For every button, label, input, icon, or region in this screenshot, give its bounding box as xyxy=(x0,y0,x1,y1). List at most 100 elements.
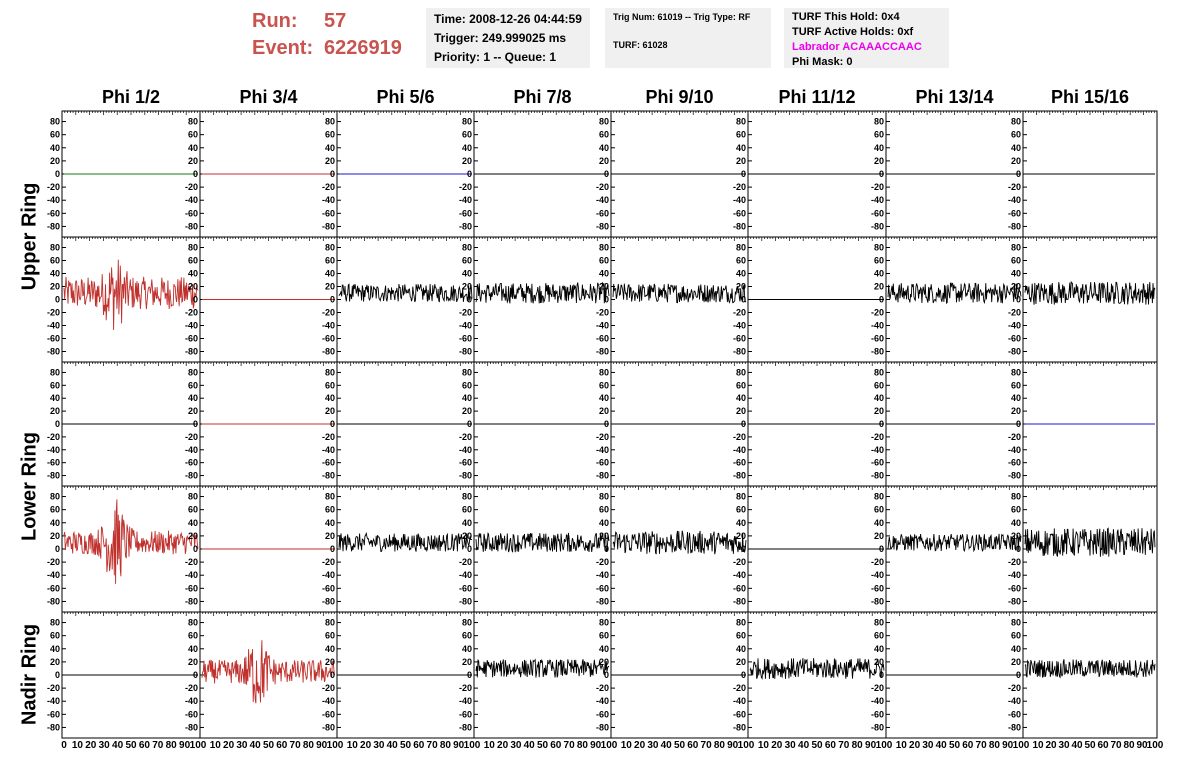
y-tick-label: -60 xyxy=(47,334,60,344)
y-tick-label: 0 xyxy=(193,295,198,305)
x-tick-label: 70 xyxy=(564,740,576,751)
y-tick-label: -80 xyxy=(322,347,335,357)
y-tick-label: 0 xyxy=(467,419,472,429)
waveform-r5-c8 xyxy=(1024,659,1156,679)
y-tick-label: 40 xyxy=(874,393,884,403)
y-tick-label: -80 xyxy=(733,722,746,732)
y-tick-label: -40 xyxy=(733,570,746,580)
y-tick-label: 60 xyxy=(599,380,609,390)
y-tick-label: -40 xyxy=(733,321,746,331)
y-tick-label: 20 xyxy=(462,156,472,166)
y-tick-label: 20 xyxy=(1011,406,1021,416)
x-tick-label: 30 xyxy=(99,740,111,751)
x-tick-label: 70 xyxy=(290,740,302,751)
y-tick-label: 40 xyxy=(325,393,335,403)
column-header-8: Phi 15/16 xyxy=(1050,87,1130,107)
y-tick-label: 0 xyxy=(741,544,746,554)
y-tick-label: 20 xyxy=(188,657,198,667)
y-tick-label: -40 xyxy=(733,696,746,706)
y-tick-label: -60 xyxy=(733,458,746,468)
x-tick-label: 80 xyxy=(989,740,1001,751)
y-tick-label: -80 xyxy=(871,596,884,606)
x-tick-label: 90 xyxy=(865,740,877,751)
y-tick-label: 60 xyxy=(188,130,198,140)
y-tick-label: 80 xyxy=(325,618,335,628)
y-tick-label: 60 xyxy=(462,505,472,515)
x-tick-label: 10 xyxy=(758,740,770,751)
y-tick-label: -20 xyxy=(733,683,746,693)
y-tick-label: -60 xyxy=(596,458,609,468)
y-tick-label: -20 xyxy=(596,308,609,318)
panel-frame-r2-c3 xyxy=(336,236,475,363)
y-tick-label: -40 xyxy=(871,445,884,455)
y-tick-label: 40 xyxy=(1011,644,1021,654)
y-tick-label: 60 xyxy=(50,256,60,266)
y-tick-label: 20 xyxy=(325,156,335,166)
y-tick-label: 80 xyxy=(50,492,60,502)
y-tick-label: 40 xyxy=(325,518,335,528)
y-tick-label: -60 xyxy=(322,458,335,468)
waveform-r4-c1 xyxy=(63,499,199,584)
y-tick-label: -60 xyxy=(47,583,60,593)
y-tick-label: 80 xyxy=(599,618,609,628)
y-tick-label: 40 xyxy=(50,143,60,153)
y-tick-label: -60 xyxy=(322,709,335,719)
y-tick-label: -40 xyxy=(47,696,60,706)
y-tick-label: 60 xyxy=(462,631,472,641)
y-tick-label: -60 xyxy=(185,334,198,344)
y-tick-label: 20 xyxy=(325,657,335,667)
y-tick-label: -20 xyxy=(47,432,60,442)
y-tick-label: -40 xyxy=(47,321,60,331)
waveform-r4-c3 xyxy=(338,531,473,553)
x-tick-label: 10 xyxy=(484,740,496,751)
x-tick-label: 40 xyxy=(524,740,536,751)
x-tick-label: 100 xyxy=(190,740,207,751)
y-tick-label: -60 xyxy=(459,208,472,218)
y-tick-label: -20 xyxy=(322,308,335,318)
y-tick-label: -60 xyxy=(871,208,884,218)
y-tick-label: 40 xyxy=(874,644,884,654)
y-tick-label: 0 xyxy=(467,295,472,305)
x-tick-label: 60 xyxy=(139,740,151,751)
x-tick-label: 40 xyxy=(936,740,948,751)
y-tick-label: 80 xyxy=(50,367,60,377)
y-tick-label: -20 xyxy=(871,182,884,192)
y-tick-label: -60 xyxy=(185,583,198,593)
y-tick-label: 60 xyxy=(462,380,472,390)
y-tick-label: 40 xyxy=(599,393,609,403)
x-tick-label: 90 xyxy=(179,740,191,751)
y-tick-label: 40 xyxy=(874,269,884,279)
y-tick-label: 80 xyxy=(1011,367,1021,377)
y-tick-label: 0 xyxy=(330,295,335,305)
y-tick-label: 60 xyxy=(874,256,884,266)
y-tick-label: -80 xyxy=(1008,347,1021,357)
y-tick-label: 0 xyxy=(1016,670,1021,680)
y-tick-label: -40 xyxy=(459,321,472,331)
y-tick-label: 20 xyxy=(1011,531,1021,541)
y-tick-label: 0 xyxy=(879,169,884,179)
x-tick-label: 0 xyxy=(61,740,67,751)
y-tick-label: 60 xyxy=(736,130,746,140)
y-tick-label: -60 xyxy=(459,458,472,468)
x-tick-label: 70 xyxy=(976,740,988,751)
y-tick-label: 40 xyxy=(50,518,60,528)
y-tick-label: -60 xyxy=(1008,334,1021,344)
x-tick-label: 80 xyxy=(440,740,452,751)
x-tick-label: 100 xyxy=(738,740,755,751)
y-tick-label: 60 xyxy=(736,631,746,641)
y-tick-label: 20 xyxy=(50,282,60,292)
y-tick-label: -40 xyxy=(871,570,884,580)
y-tick-label: -40 xyxy=(185,445,198,455)
column-header-6: Phi 11/12 xyxy=(778,87,856,107)
y-tick-label: -40 xyxy=(596,570,609,580)
y-tick-label: 20 xyxy=(874,406,884,416)
x-tick-label: 40 xyxy=(112,740,124,751)
y-tick-label: 80 xyxy=(1011,117,1021,127)
y-tick-label: 40 xyxy=(188,644,198,654)
y-tick-label: -40 xyxy=(185,696,198,706)
y-tick-label: -20 xyxy=(459,308,472,318)
y-tick-label: 80 xyxy=(325,492,335,502)
y-tick-label: -60 xyxy=(733,208,746,218)
phi-mask-text: Phi Mask: 0 xyxy=(792,56,853,68)
